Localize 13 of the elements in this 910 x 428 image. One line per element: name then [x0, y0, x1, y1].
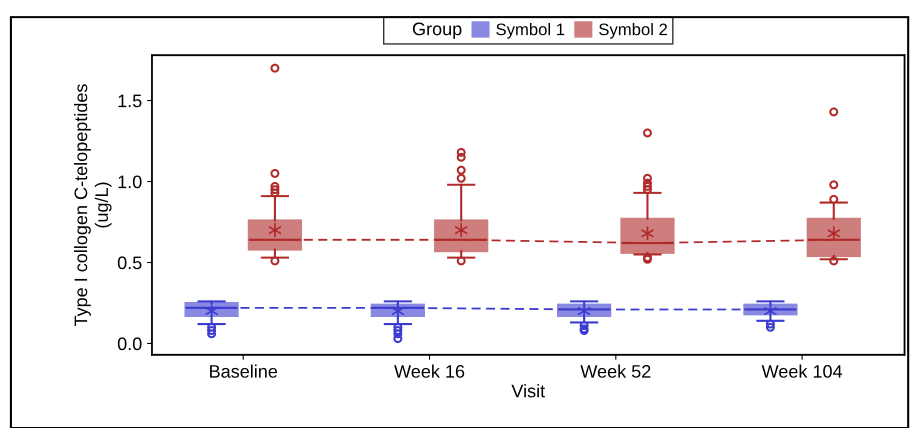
x-axis-title: Visit [511, 384, 546, 398]
y-tick-label: 0.5 [118, 256, 142, 270]
x-tick-label: Week 104 [762, 364, 842, 378]
y-axis-title: Type I collogen C-telopeptides (ug/L) [74, 84, 112, 326]
y-tick-label: 0.0 [118, 337, 142, 350]
x-tick-label: Baseline [210, 364, 278, 378]
legend-title: Group [412, 22, 462, 39]
legend-label: Symbol 2 [599, 23, 667, 39]
x-tick-label: Week 16 [394, 364, 464, 378]
y-tick-label: 1.0 [118, 175, 142, 188]
legend-label: Symbol 1 [496, 23, 564, 39]
y-tick-label: 1.5 [118, 94, 142, 108]
x-tick-label: Week 52 [580, 364, 650, 378]
